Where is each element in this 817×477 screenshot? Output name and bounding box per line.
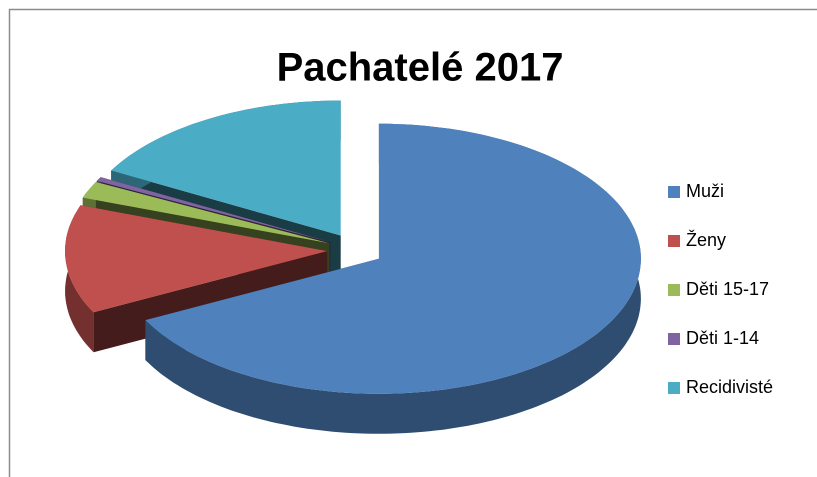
legend-label: Recidivisté [686,377,773,397]
pie-slice [145,123,641,394]
legend-label: Muži [686,181,724,201]
pie-slice [96,177,331,243]
legend-label: Děti 15-17 [686,279,769,299]
pie-slice [111,100,341,236]
chart-title: Pachatelé 2017 [277,46,564,90]
legend-swatch [668,333,680,345]
pie-slice [82,182,330,244]
legend-label: Děti 1-14 [686,328,759,348]
legend-label: Ženy [686,230,726,250]
pie-slice [65,205,328,313]
chart-border [8,8,817,477]
legend-swatch [668,284,680,296]
legend-swatch [668,382,680,394]
legend-swatch [668,186,680,198]
legend-swatch [668,235,680,247]
